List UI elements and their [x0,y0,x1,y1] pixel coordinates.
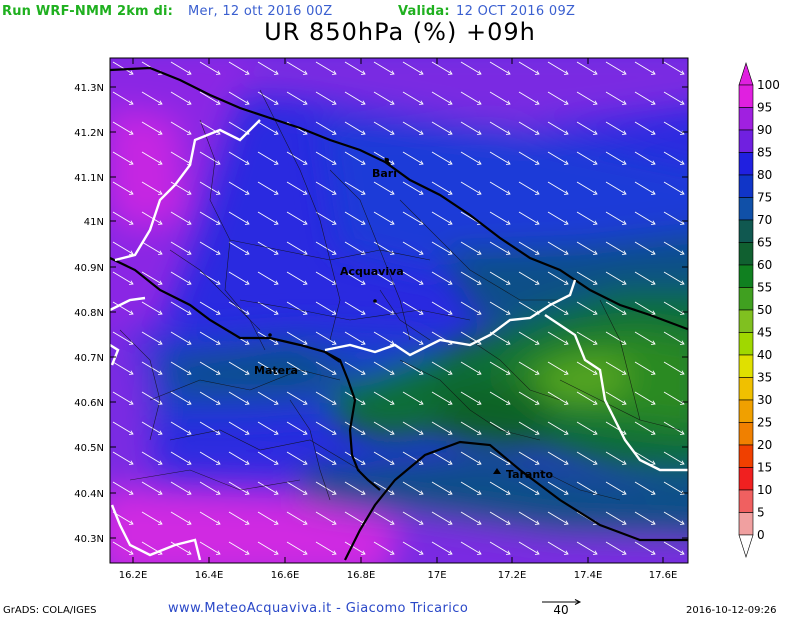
plot-frame [109,57,689,564]
lat-label: 40.6N [74,398,104,409]
colorbar-label: 60 [757,258,772,272]
colorbar-labels: 1009590858075706560555045403530252015105… [757,78,780,542]
colorbar-label: 80 [757,168,772,182]
colorbar-label: 95 [757,101,772,115]
colorbar-cap-top [738,62,754,86]
lon-label: 17E [427,570,446,581]
colorbar-swatch [738,219,754,243]
colorbar-label: 30 [757,393,772,407]
regional-boundary [110,119,688,561]
wind-vectors [110,58,688,563]
city-label-matera: Matera [254,364,298,377]
colorbar-swatch [738,512,754,536]
lat-label: 41N [84,217,104,228]
colorbar-label: 65 [757,236,772,250]
colorbar-swatch [738,332,754,356]
lon-label: 16.6E [271,570,300,581]
lon-label: 16.2E [119,570,148,581]
colorbar-label: 10 [757,483,772,497]
colorbar-label: 100 [757,78,780,92]
city-marker-taranto [493,468,501,474]
colorbar-swatch [738,399,754,423]
colorbar-swatch [738,354,754,378]
valid-label: Valida: [398,4,450,19]
lat-label: 40.4N [74,489,104,500]
software-credit: GrADS: COLA/IGES [3,605,97,616]
city-label-bari: Bari [372,167,397,180]
colorbar-swatch [738,489,754,513]
colorbar-label: 0 [757,528,765,542]
city-label-taranto: Taranto [506,468,553,481]
coastline [110,66,688,561]
run-date: Mer, 12 ott 2016 00Z [188,4,333,19]
colorbar-label: 40 [757,348,772,362]
colorbar-label: 25 [757,416,772,430]
colorbar-swatch [738,242,754,266]
colorbar-label: 90 [757,123,772,137]
lat-label: 40.5N [74,443,104,454]
run-label: Run WRF-NMM 2km di: [2,4,174,19]
colorbar-swatch [738,174,754,198]
city-marker-acquaviva [373,299,377,303]
colorbar-swatch [738,467,754,491]
colorbar-swatch [738,197,754,221]
lon-label: 16.4E [195,570,224,581]
colorbar-label: 70 [757,213,772,227]
city-marker-matera [268,333,272,337]
lat-label: 40.8N [74,308,104,319]
colorbar-label: 20 [757,438,772,452]
lon-label: 17.2E [498,570,527,581]
colorbar-swatch [738,287,754,311]
colorbar-cap-bottom [738,534,754,558]
colorbar-label: 55 [757,281,772,295]
map-title: UR 850hPa (%) +09h [264,18,536,46]
city-marker-bari [385,158,389,162]
lon-ticks [132,58,664,563]
lat-label: 41.3N [74,83,104,94]
lat-label: 41.2N [74,128,104,139]
lon-label: 17.4E [574,570,603,581]
lon-axis: 16.2E 16.4E 16.6E 16.8E 17E 17.2E 17.4E … [119,570,678,581]
lat-label: 40.9N [74,263,104,274]
colorbar-label: 15 [757,461,772,475]
colorbar-label: 50 [757,303,772,317]
valid-date: 12 OCT 2016 09Z [456,4,576,19]
colorbar-label: 75 [757,191,772,205]
lon-label: 17.6E [649,570,678,581]
lat-label: 41.1N [74,173,104,184]
colorbar-label: 45 [757,326,772,340]
colorbar-swatch [738,152,754,176]
colorbar-swatch [738,309,754,333]
city-markers: Bari Acquaviva Matera Taranto [254,158,553,481]
lat-axis: 41.3N 41.2N 41.1N 41N 40.9N 40.8N 40.7N … [74,83,104,545]
lat-label: 40.3N [74,534,104,545]
colorbar-swatch [738,444,754,468]
lat-ticks [110,86,688,539]
colorbar-label: 5 [757,506,765,520]
city-label-acquaviva: Acquaviva [340,265,404,278]
colorbar-swatch [738,377,754,401]
colorbar-label: 35 [757,371,772,385]
colorbar-swatch [738,84,754,108]
colorbar-swatch [738,129,754,153]
website-credit: www.MeteoAcquaviva.it - Giacomo Tricaric… [168,601,469,616]
admin-boundaries [119,89,681,501]
wind-reference-label: 40 [553,603,568,617]
colorbar [738,62,754,558]
lon-label: 16.8E [347,570,376,581]
lat-label: 40.7N [74,353,104,364]
timestamp: 2016-10-12-09:26 [686,605,777,616]
colorbar-label: 85 [757,146,772,160]
colorbar-swatch [738,107,754,131]
wind-reference: 40 [542,599,582,617]
colorbar-swatch [738,264,754,288]
colorbar-swatch [738,422,754,446]
